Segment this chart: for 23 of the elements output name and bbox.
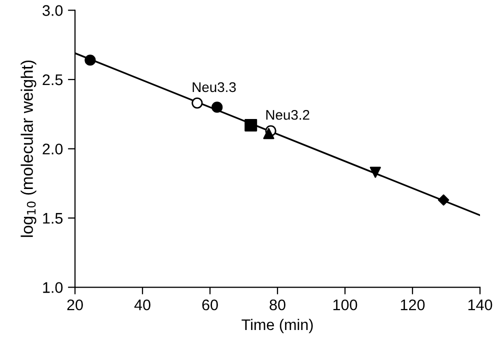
point xyxy=(438,194,450,206)
x-tick-label: 120 xyxy=(400,299,425,310)
point xyxy=(192,98,203,109)
annotation: Neu3.3 xyxy=(192,82,236,92)
x-axis-title: Time (min) xyxy=(242,318,313,334)
x-tick-label: 80 xyxy=(270,299,286,310)
point xyxy=(244,118,258,132)
y-tick-label: 3.0 xyxy=(42,5,63,16)
y-tick-label: 1.0 xyxy=(43,282,63,293)
y-tick-label: 1.5 xyxy=(43,213,63,224)
y-axis-title: log$_{10}$ (molecular weight) xyxy=(20,60,36,237)
point xyxy=(212,102,223,113)
y-tick-label: 2.5 xyxy=(42,74,63,86)
x-tick-label: 140 xyxy=(468,299,492,310)
point xyxy=(263,128,274,140)
point xyxy=(84,54,96,66)
point xyxy=(370,166,381,178)
x-tick-label: 40 xyxy=(134,299,150,310)
y-tick-label: 2.0 xyxy=(42,144,63,154)
x-tick-label: 60 xyxy=(202,299,218,310)
x-tick-label: 100 xyxy=(333,299,358,310)
annotation: Neu3.2 xyxy=(266,110,310,120)
x-tick-label: 20 xyxy=(67,299,83,310)
